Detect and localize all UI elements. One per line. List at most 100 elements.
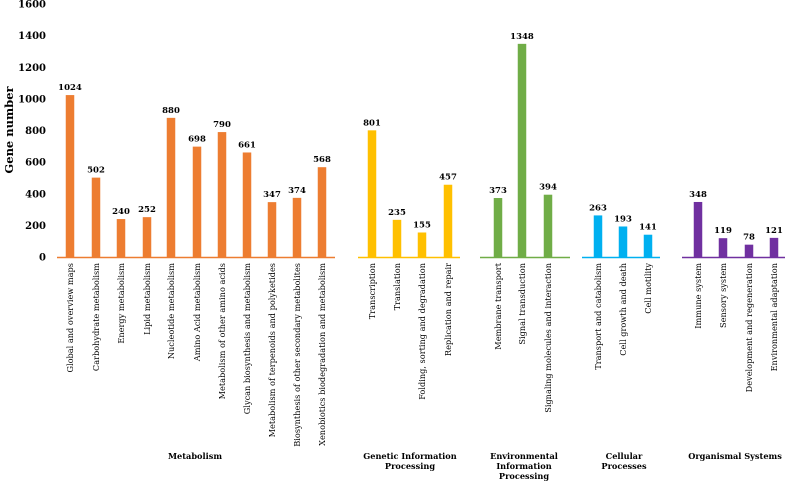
bar-value-label: 252	[138, 205, 156, 215]
bar-value-label: 568	[313, 155, 331, 165]
bar-value-label: 141	[639, 223, 657, 233]
bar-value-label: 347	[263, 190, 281, 200]
bar	[292, 197, 302, 257]
category-tick-label: Metabolism of other amino acids	[217, 263, 227, 399]
category-tick-label: Biosynthesis of other secondary metaboli…	[292, 263, 302, 447]
bar	[217, 132, 227, 257]
bar-value-label: 661	[238, 140, 256, 150]
bar-value-label: 119	[714, 226, 732, 236]
bar	[91, 177, 101, 257]
y-tick-label: 1000	[18, 94, 46, 105]
bar-value-label: 263	[589, 203, 607, 213]
plot-area: 1024 Global and overview maps 502 Carbohydr…	[57, 32, 785, 481]
series-group: 263 Transport and catabolism 193 Cell growt…	[582, 203, 660, 471]
group-label: Processes	[601, 461, 647, 471]
bar	[367, 130, 377, 257]
series-group: 801 Transcription 235 Translation 155 Folding…	[358, 118, 460, 471]
category-tick-label: Global and overview maps	[65, 263, 75, 373]
bar	[166, 117, 176, 257]
category-tick-label: Development and regeneration	[744, 262, 754, 392]
category-tick-label: Signaling molecules and interaction	[543, 262, 553, 413]
y-tick-label: 800	[25, 126, 46, 137]
y-tick-label: 1200	[18, 63, 46, 74]
group-label: Environmental	[490, 451, 558, 461]
category-tick-label: Transport and catabolism	[593, 263, 603, 370]
series-group: 1024 Global and overview maps 502 Carbohydr…	[57, 83, 335, 461]
category-tick-label: Xenobiotics biodegradation and metabolis…	[317, 263, 327, 446]
bar-value-label: 1348	[510, 32, 534, 42]
group-label: Cellular	[606, 451, 643, 461]
bar-value-label: 235	[388, 208, 406, 218]
bar	[744, 244, 754, 257]
bar	[192, 146, 202, 257]
bar	[142, 217, 152, 257]
bar-value-label: 373	[489, 186, 507, 196]
bar	[718, 238, 728, 257]
series-group: 373 Membrane transport 1348 Signal transduc…	[480, 32, 570, 481]
bar-value-label: 374	[288, 186, 306, 196]
bar-value-label: 78	[743, 233, 755, 243]
bar	[317, 167, 327, 257]
category-tick-label: Cell motility	[643, 263, 653, 314]
y-tick-label: 400	[25, 189, 46, 200]
bar	[116, 219, 126, 257]
y-tick-label: 1400	[18, 31, 46, 42]
group-label: Organismal Systems	[688, 451, 782, 461]
bar	[443, 184, 453, 257]
y-tick-label: 1600	[18, 0, 46, 11]
category-tick-label: Nucleotide metabolism	[166, 263, 176, 359]
bar	[392, 219, 402, 257]
bar-value-label: 1024	[58, 83, 82, 93]
category-tick-label: Membrane transport	[493, 262, 503, 349]
group-label: Metabolism	[168, 451, 222, 461]
series-group: 348 Immune system 119 Sensory system 78 Devel…	[682, 190, 785, 461]
bar	[242, 152, 252, 257]
group-label: Information	[496, 461, 551, 471]
bar-value-label: 457	[439, 173, 457, 183]
bar-value-label: 193	[614, 214, 632, 224]
y-tick-label: 0	[39, 253, 46, 264]
bar-value-label: 348	[689, 190, 707, 200]
category-tick-label: Signal transduction	[517, 262, 527, 344]
y-axis: 0 200 400 600 800 1000 1200 1400 1600	[18, 0, 46, 264]
bar-value-label: 880	[162, 106, 180, 116]
bar-value-label: 502	[87, 166, 105, 176]
category-tick-label: Transcription	[367, 262, 377, 319]
bar	[267, 202, 277, 257]
bar-value-label: 155	[413, 220, 431, 230]
bar	[643, 234, 653, 257]
bar-value-label: 121	[765, 226, 783, 236]
bar	[769, 237, 779, 257]
category-tick-label: Carbohydrate metabolism	[91, 263, 101, 371]
category-tick-label: Amino Acid metabolism	[192, 263, 202, 362]
bar-value-label: 240	[112, 207, 130, 217]
category-tick-label: Lipid metabolism	[142, 263, 152, 335]
bar	[493, 198, 503, 257]
y-tick-label: 600	[25, 158, 46, 169]
bar	[65, 95, 75, 257]
group-label: Processing	[385, 461, 435, 471]
category-tick-label: Energy metabolism	[116, 263, 126, 344]
category-tick-label: Replication and repair	[443, 263, 453, 356]
category-tick-label: Cell growth and death	[618, 262, 628, 355]
bar	[517, 43, 527, 257]
bar	[693, 201, 703, 257]
group-label: Genetic Information	[363, 451, 456, 461]
category-tick-label: Folding, sorting and degradation	[417, 262, 427, 400]
category-tick-label: Glycan biosynthesis and metabolism	[242, 263, 252, 414]
y-tick-label: 200	[25, 221, 46, 232]
bar-value-label: 394	[539, 183, 557, 193]
category-tick-label: Metabolism of terpenoids and polyketides	[267, 263, 277, 437]
group-label: Processing	[499, 471, 549, 481]
bar	[618, 226, 628, 257]
bar-value-label: 790	[213, 120, 231, 130]
bar-value-label: 801	[363, 118, 381, 128]
bar	[593, 215, 603, 257]
category-tick-label: Immune system	[693, 263, 703, 329]
bar	[543, 194, 553, 257]
bar	[417, 232, 427, 257]
category-tick-label: Environmental adaptation	[769, 262, 779, 371]
bar-value-label: 698	[188, 135, 206, 145]
category-tick-label: Sensory system	[718, 263, 728, 328]
